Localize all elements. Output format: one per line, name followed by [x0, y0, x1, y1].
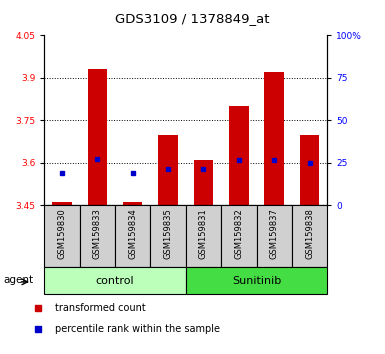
Bar: [52, 202, 72, 205]
Bar: [229, 106, 249, 205]
Text: GSM159837: GSM159837: [270, 209, 279, 259]
Bar: [88, 69, 107, 205]
Text: percentile rank within the sample: percentile rank within the sample: [55, 324, 219, 334]
Text: agent: agent: [3, 275, 33, 285]
Text: GSM159834: GSM159834: [128, 209, 137, 259]
Text: GSM159831: GSM159831: [199, 209, 208, 259]
Bar: [300, 135, 319, 205]
Text: GDS3109 / 1378849_at: GDS3109 / 1378849_at: [115, 12, 270, 25]
Text: Sunitinib: Sunitinib: [232, 275, 281, 286]
Bar: [123, 202, 142, 205]
Text: GSM159832: GSM159832: [234, 209, 243, 259]
Text: GSM159838: GSM159838: [305, 209, 314, 259]
Bar: [264, 72, 284, 205]
Text: GSM159833: GSM159833: [93, 209, 102, 259]
Text: transformed count: transformed count: [55, 303, 145, 313]
Text: control: control: [96, 275, 134, 286]
Bar: [194, 160, 213, 205]
Text: GSM159830: GSM159830: [57, 209, 67, 259]
Text: GSM159835: GSM159835: [164, 209, 172, 259]
Bar: [158, 135, 178, 205]
